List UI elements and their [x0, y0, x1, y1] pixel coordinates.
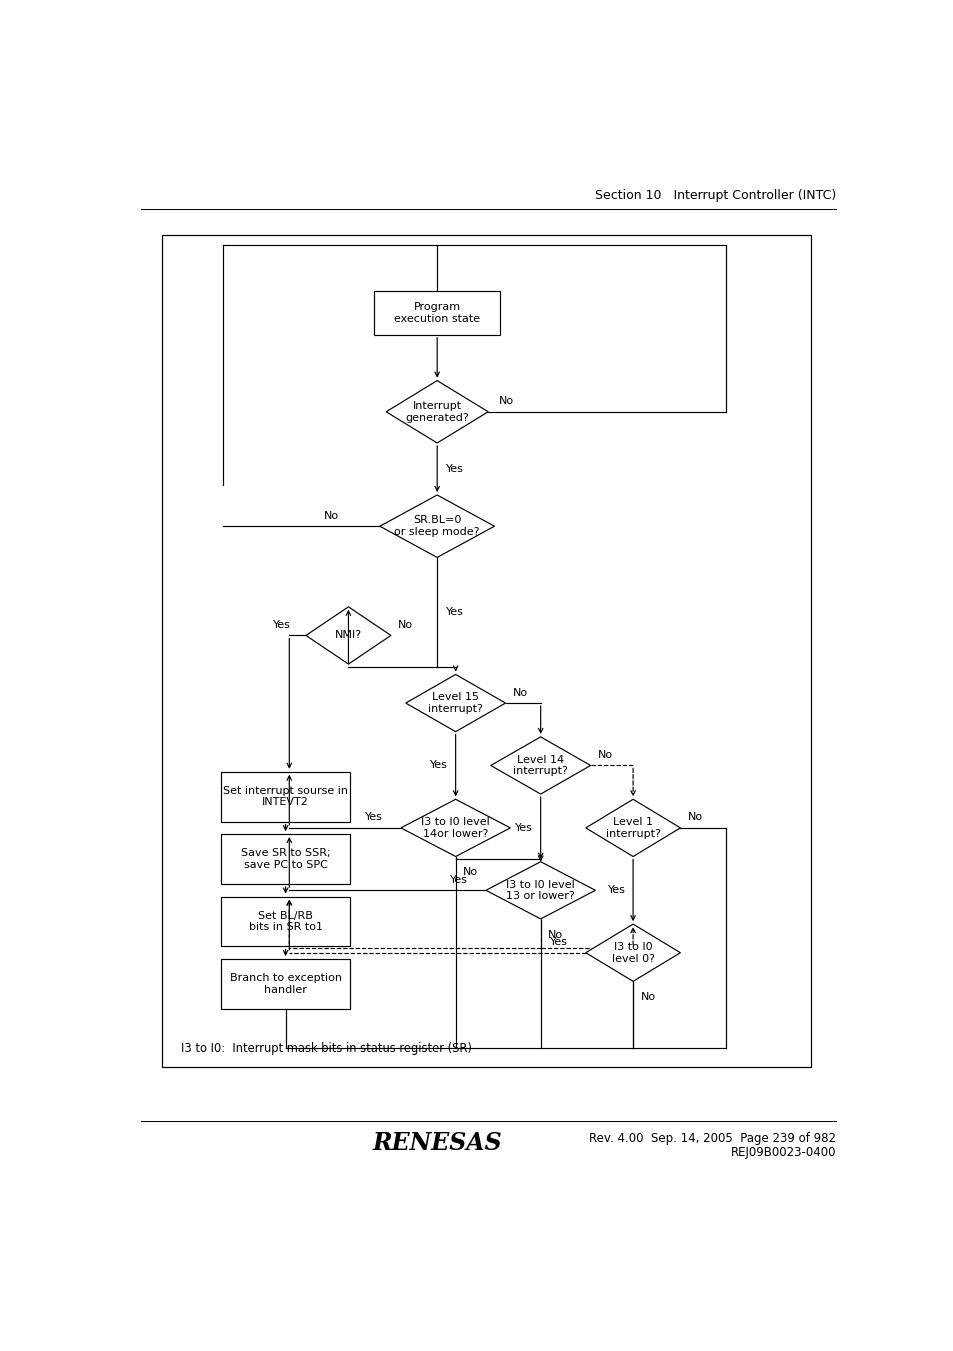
- Text: No: No: [687, 812, 702, 823]
- Text: Yes: Yes: [607, 885, 625, 896]
- Polygon shape: [306, 607, 391, 665]
- Text: No: No: [547, 929, 562, 939]
- Text: Yes: Yes: [446, 463, 463, 474]
- Text: I3 to I0:  Interrupt mask bits in status register (SR): I3 to I0: Interrupt mask bits in status …: [180, 1042, 471, 1055]
- FancyBboxPatch shape: [221, 834, 350, 884]
- Text: No: No: [513, 688, 528, 697]
- Text: I3 to I0 level
13 or lower?: I3 to I0 level 13 or lower?: [506, 880, 575, 901]
- Polygon shape: [405, 674, 505, 732]
- Text: I3 to I0
level 0?: I3 to I0 level 0?: [611, 942, 654, 963]
- Text: Yes: Yes: [365, 812, 383, 823]
- Text: Level 15
interrupt?: Level 15 interrupt?: [428, 692, 482, 713]
- Text: REJ09B0023-0400: REJ09B0023-0400: [730, 1146, 836, 1159]
- Text: Yes: Yes: [550, 938, 568, 947]
- Text: No: No: [598, 750, 613, 761]
- Text: Save SR to SSR;
save PC to SPC: Save SR to SSR; save PC to SPC: [240, 848, 330, 870]
- Text: No: No: [498, 396, 514, 407]
- Text: Set interrupt sourse in
INTEVT2: Set interrupt sourse in INTEVT2: [223, 786, 348, 808]
- Text: Interrupt
generated?: Interrupt generated?: [405, 401, 469, 423]
- Text: I3 to I0 level
14or lower?: I3 to I0 level 14or lower?: [421, 817, 490, 839]
- FancyBboxPatch shape: [374, 290, 499, 335]
- Polygon shape: [585, 924, 679, 981]
- FancyBboxPatch shape: [221, 959, 350, 1009]
- Text: Level 1
interrupt?: Level 1 interrupt?: [605, 817, 659, 839]
- Polygon shape: [490, 736, 590, 794]
- Text: NMI?: NMI?: [335, 631, 361, 640]
- Text: Yes: Yes: [273, 620, 291, 630]
- Text: Branch to exception
handler: Branch to exception handler: [230, 973, 341, 994]
- Text: RENESAS: RENESAS: [372, 1131, 501, 1155]
- Text: Yes: Yes: [515, 823, 533, 834]
- Text: Program
execution state: Program execution state: [394, 303, 479, 324]
- Text: Section 10   Interrupt Controller (INTC): Section 10 Interrupt Controller (INTC): [595, 189, 836, 201]
- Text: Yes: Yes: [450, 875, 468, 885]
- Polygon shape: [379, 494, 494, 558]
- Text: No: No: [398, 620, 413, 630]
- Polygon shape: [386, 381, 488, 443]
- Text: Rev. 4.00  Sep. 14, 2005  Page 239 of 982: Rev. 4.00 Sep. 14, 2005 Page 239 of 982: [589, 1132, 836, 1144]
- FancyBboxPatch shape: [162, 235, 810, 1067]
- FancyBboxPatch shape: [221, 771, 350, 821]
- Text: Yes: Yes: [430, 761, 448, 770]
- Text: SR.BL=0
or sleep mode?: SR.BL=0 or sleep mode?: [394, 516, 479, 536]
- Text: Set BL/RB
bits in SR to1: Set BL/RB bits in SR to1: [249, 911, 322, 932]
- Text: No: No: [323, 511, 338, 521]
- Text: No: No: [639, 992, 655, 1002]
- Text: Level 14
interrupt?: Level 14 interrupt?: [513, 755, 568, 777]
- Polygon shape: [485, 862, 595, 919]
- Text: No: No: [462, 867, 477, 877]
- Polygon shape: [585, 800, 679, 857]
- FancyBboxPatch shape: [221, 897, 350, 947]
- Text: Yes: Yes: [446, 607, 463, 617]
- Polygon shape: [400, 800, 510, 857]
